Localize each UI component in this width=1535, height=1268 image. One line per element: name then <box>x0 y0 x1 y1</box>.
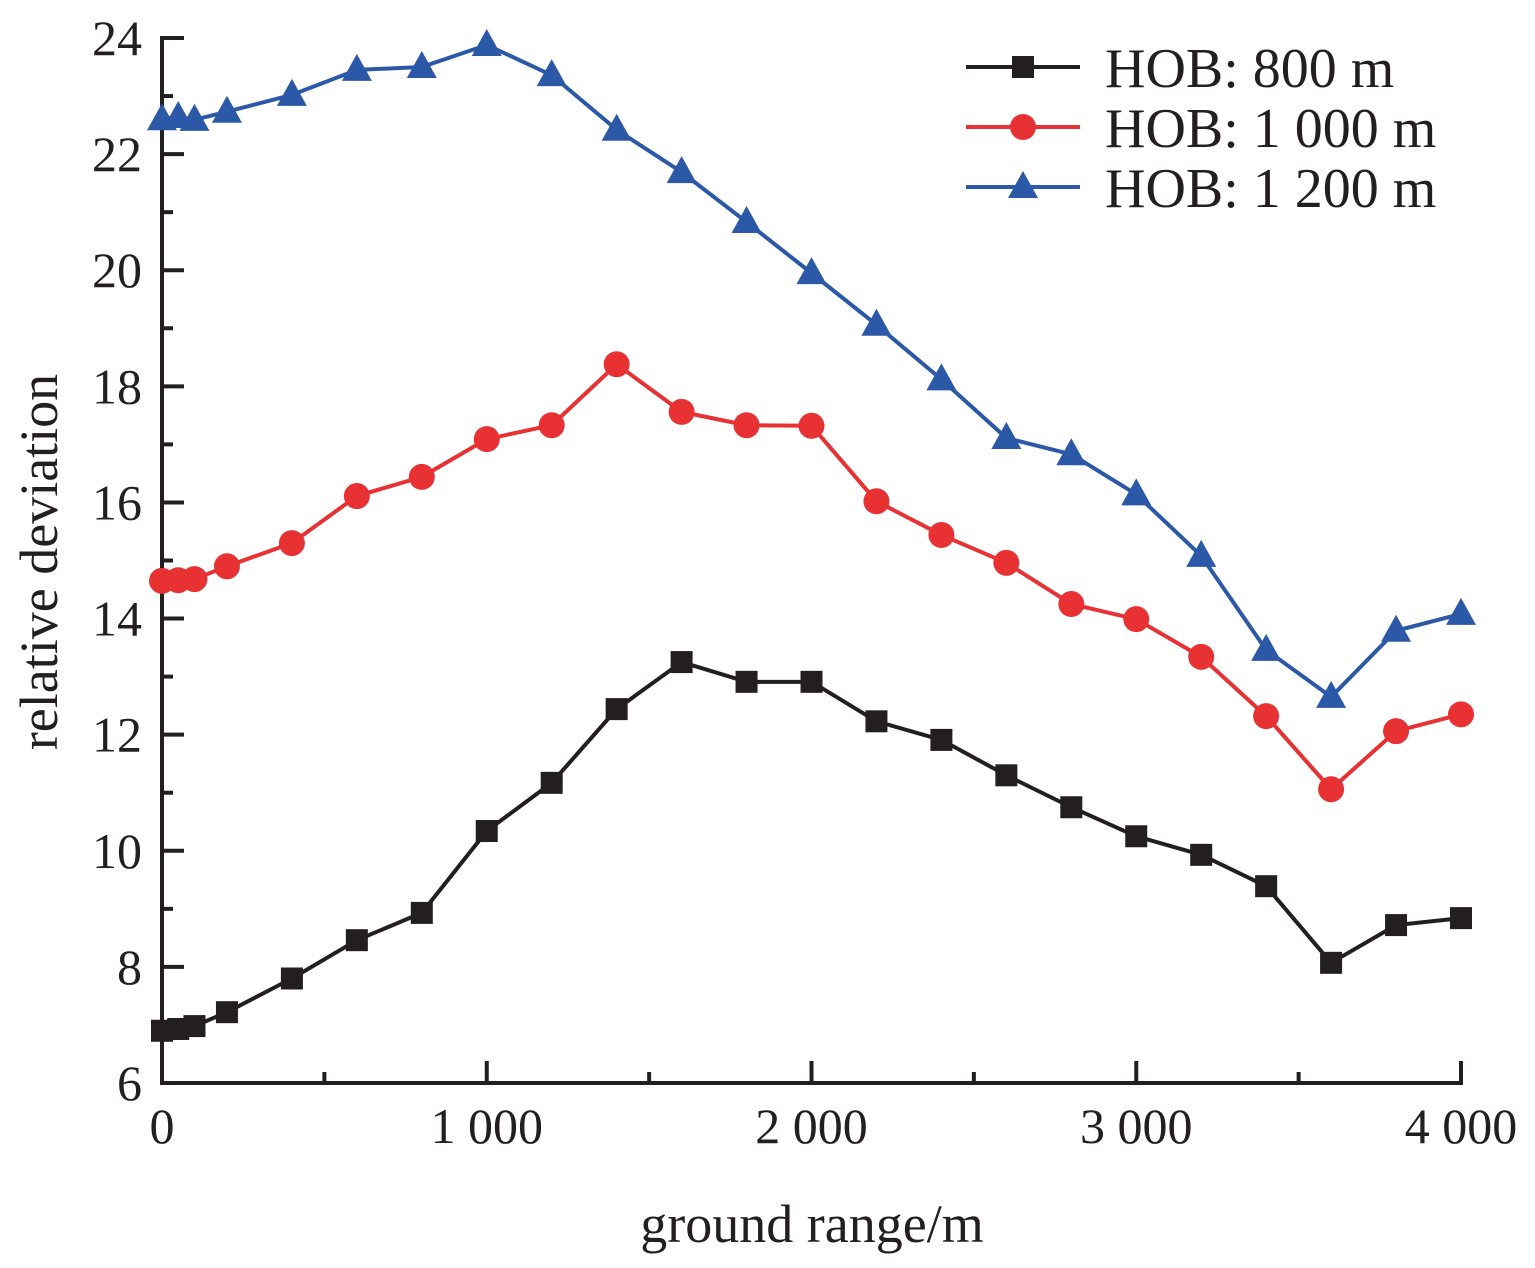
data-point <box>183 1015 206 1038</box>
x-tick-label: 2 000 <box>755 1098 868 1154</box>
data-point <box>603 351 630 378</box>
data-point <box>280 967 303 990</box>
data-point <box>276 78 307 106</box>
data-point <box>215 1001 238 1024</box>
data-point <box>1186 539 1217 567</box>
data-point <box>928 521 955 548</box>
data-point <box>536 59 567 87</box>
data-point <box>343 483 370 510</box>
y-tick-label: 14 <box>92 591 142 647</box>
data-point <box>1056 438 1087 466</box>
legend-item: HOB: 800 m <box>966 38 1394 100</box>
series-3 <box>147 28 1476 708</box>
data-point <box>731 206 762 234</box>
data-point <box>473 426 500 453</box>
y-tick-label: 10 <box>92 823 142 879</box>
y-tick-label: 20 <box>92 242 142 298</box>
data-point <box>1060 796 1083 819</box>
data-point <box>1058 591 1085 618</box>
data-point <box>475 820 498 843</box>
y-tick-label: 24 <box>92 10 142 66</box>
data-point <box>601 113 632 141</box>
data-point <box>1251 633 1282 661</box>
legend-marker <box>1010 114 1036 140</box>
legend-label: HOB: 1 000 m <box>1105 98 1436 160</box>
axes: 6 8 10 12 14 16 18 20 22 24 0 1 000 2 000 3 000 4 000 <box>92 10 1517 1154</box>
data-point <box>1121 478 1152 506</box>
data-point <box>668 398 695 425</box>
data-point <box>341 53 372 81</box>
data-point <box>211 95 242 123</box>
y-tick-label: 18 <box>92 358 142 414</box>
legend-label: HOB: 800 m <box>1105 38 1394 100</box>
data-point <box>540 771 563 794</box>
y-tick-label: 8 <box>117 939 142 995</box>
x-tick-label: 4 000 <box>1405 1098 1518 1154</box>
series-layer <box>147 28 1476 1042</box>
data-point <box>666 156 697 184</box>
data-point <box>1381 614 1412 642</box>
data-point <box>926 363 957 391</box>
x-tick-label: 3 000 <box>1080 1098 1193 1154</box>
data-point <box>1253 703 1280 730</box>
data-point <box>1255 875 1278 898</box>
data-point <box>991 422 1022 450</box>
data-point <box>1450 907 1472 930</box>
legend-item: HOB: 1 000 m <box>966 98 1436 160</box>
data-point <box>733 412 760 439</box>
legend-item: HOB: 1 200 m <box>966 158 1436 220</box>
data-point <box>471 28 502 56</box>
data-point <box>406 51 437 79</box>
y-tick-label: 16 <box>92 474 142 530</box>
data-point <box>408 463 435 490</box>
data-point <box>1385 914 1408 937</box>
data-point <box>1123 606 1150 633</box>
x-tick-label: 0 <box>150 1098 175 1154</box>
data-point <box>410 901 433 924</box>
legend-marker <box>1012 56 1034 78</box>
data-point <box>278 530 305 557</box>
legend-marker <box>1008 171 1038 198</box>
data-point <box>1448 701 1474 728</box>
data-point <box>993 549 1020 576</box>
data-point <box>1383 718 1410 745</box>
series-1 <box>151 651 1472 1042</box>
data-point <box>930 728 953 751</box>
data-point <box>735 670 758 693</box>
data-point <box>538 412 565 439</box>
data-point <box>863 488 890 515</box>
data-point <box>1320 951 1343 974</box>
data-point <box>1318 776 1345 803</box>
y-axis-label: relative deviation <box>9 374 69 750</box>
data-point <box>179 103 210 131</box>
data-point <box>213 553 240 580</box>
data-point <box>345 929 368 952</box>
data-point <box>1188 643 1215 670</box>
data-point <box>865 710 888 733</box>
legend-label: HOB: 1 200 m <box>1105 158 1436 220</box>
data-point <box>1446 597 1476 625</box>
series-2 <box>149 351 1474 803</box>
data-point <box>798 412 825 439</box>
x-axis-label: ground range/m <box>640 1194 983 1254</box>
data-point <box>995 764 1018 787</box>
data-point <box>181 566 208 593</box>
data-point <box>1190 843 1213 866</box>
data-point <box>670 651 693 674</box>
data-point <box>605 698 628 721</box>
y-tick-label: 12 <box>92 707 142 763</box>
data-point <box>1316 680 1347 708</box>
data-point <box>796 257 827 285</box>
y-tick-label: 6 <box>117 1055 142 1111</box>
data-point <box>1125 825 1148 848</box>
y-tick-label: 22 <box>92 126 142 182</box>
data-point <box>861 308 892 336</box>
data-point <box>800 670 823 693</box>
x-tick-label: 1 000 <box>431 1098 544 1154</box>
